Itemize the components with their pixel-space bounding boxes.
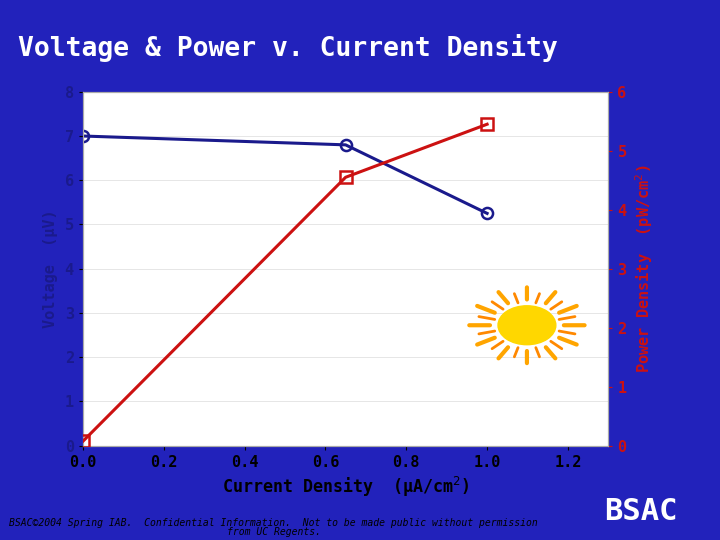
Text: BSAC©2004 Spring IAB.  Confidential Information.  Not to be made public without : BSAC©2004 Spring IAB. Confidential Infor…	[9, 518, 538, 528]
Text: BSAC: BSAC	[604, 497, 678, 526]
Y-axis label: Voltage  (μV): Voltage (μV)	[42, 210, 58, 328]
X-axis label: Current Density  (μA/cm$^2$): Current Density (μA/cm$^2$)	[222, 475, 469, 499]
Text: Voltage & Power v. Current Density: Voltage & Power v. Current Density	[18, 34, 557, 62]
Y-axis label: Power Density  (pW/cm$^2$): Power Density (pW/cm$^2$)	[634, 164, 655, 373]
Text: from UC Regents.: from UC Regents.	[227, 527, 320, 537]
Circle shape	[498, 306, 556, 345]
